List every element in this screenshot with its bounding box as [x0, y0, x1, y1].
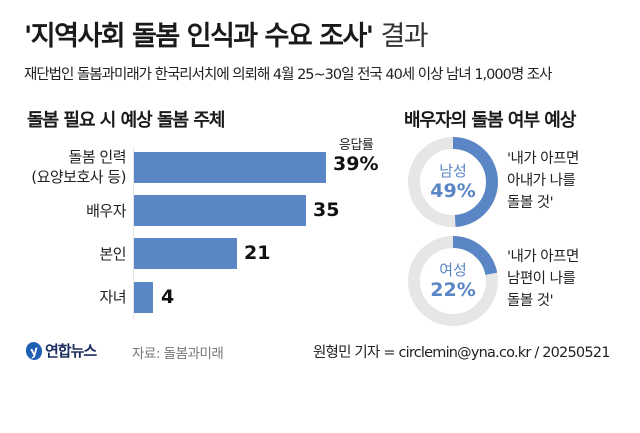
source-text: 자료: 돌봄과미래 — [132, 346, 224, 362]
donut-male — [408, 137, 498, 227]
quote-line1: '내가 아프면 — [507, 151, 579, 167]
bar-value-children: 4 — [161, 286, 175, 308]
page-title: '지역사회 돌봄 인식과 수요 조사' 결과 — [24, 14, 429, 53]
donut-female-quote: '내가 아프면 남편이 나를 돌볼 것' — [507, 246, 579, 312]
donut-female — [408, 236, 498, 326]
bar-value-care-worker: 39% — [333, 153, 379, 175]
donut-male-quote: '내가 아프면 아내가 나를 돌볼 것' — [507, 148, 579, 214]
donut-chart-title: 배우자의 돌봄 여부 예상 — [404, 110, 576, 131]
donut-female-gender: 여성 — [439, 261, 467, 279]
quote-line1: '내가 아프면 — [507, 249, 579, 265]
bar-label-care-worker: 돌봄 인력 (요양보호사 등) — [31, 147, 126, 187]
donut-male-gender: 남성 — [439, 162, 467, 180]
bar-label-self: 본인 — [99, 245, 126, 263]
quote-line3: 돌볼 것' — [507, 195, 554, 211]
bar-spouse — [134, 195, 306, 226]
quote-line2: 남편이 나를 — [507, 271, 576, 287]
donut-female-label: 여성 22% — [408, 261, 498, 301]
bar-self — [134, 238, 237, 269]
yonhap-logo-text: 연합뉴스 — [45, 342, 97, 360]
bar-label-children: 자녀 — [99, 288, 126, 306]
response-rate-label: 응답률 — [339, 138, 374, 153]
donut-male-percent: 49% — [430, 180, 476, 202]
bar-care-worker — [134, 152, 326, 183]
yonhap-logo-icon: y — [23, 339, 45, 362]
bar-value-spouse: 35 — [313, 199, 340, 221]
bar-children — [134, 282, 153, 313]
quote-line3: 돌볼 것' — [507, 293, 554, 309]
yonhap-logo: y 연합뉴스 — [23, 339, 97, 362]
bar-label-spouse: 배우자 — [86, 202, 126, 220]
bar-chart-axis — [133, 147, 134, 319]
donut-female-percent: 22% — [430, 279, 476, 301]
title-suffix: 결과 — [380, 21, 428, 52]
subtitle: 재단법인 돌봄과미래가 한국리서치에 의뢰해 4월 25~30일 전국 40세 … — [24, 67, 552, 83]
bar-label-line2: (요양보호사 등) — [31, 168, 126, 186]
credit-text: 원형민 기자 = circlemin@yna.co.kr / 20250521 — [313, 345, 610, 361]
donut-male-label: 남성 49% — [408, 162, 498, 202]
bar-chart-title: 돌봄 필요 시 예상 돌봄 주체 — [27, 110, 225, 131]
bar-label-line1: 돌봄 인력 — [68, 148, 127, 166]
bar-value-self: 21 — [244, 242, 271, 264]
quote-line2: 아내가 나를 — [507, 173, 576, 189]
title-main: '지역사회 돌봄 인식과 수요 조사' — [24, 21, 374, 52]
